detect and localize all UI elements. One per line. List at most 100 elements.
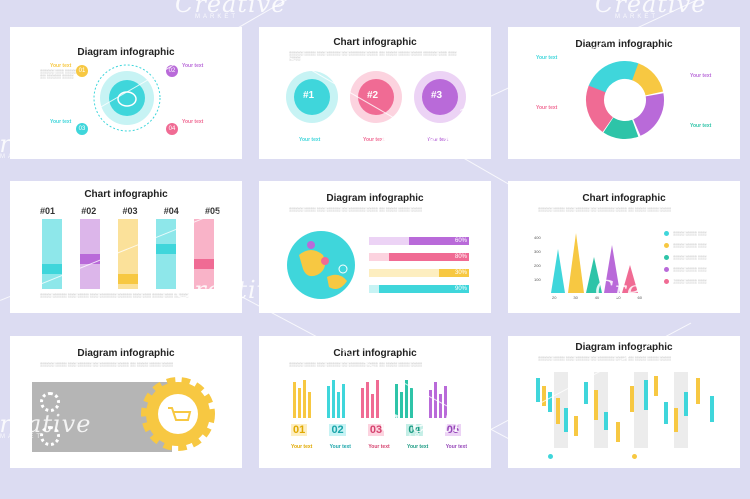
slide-title: Chart infographic	[333, 37, 417, 48]
number-row: 01 02 03 04 05	[291, 424, 461, 436]
watermark-sub: MARKET	[615, 14, 659, 20]
your-text: Your text	[445, 444, 467, 450]
badge-01: 01	[76, 65, 88, 77]
watermark-logo: Creative	[0, 130, 92, 158]
slide-5[interactable]: Diagram infographic ░░░░░ ░░░░ ░░░ ░░░░░…	[259, 181, 491, 313]
your-text: Your text	[291, 444, 313, 450]
watermark-sub: MARKET	[400, 152, 444, 158]
slide-title: Diagram infographic	[326, 193, 424, 204]
slide-title: Diagram infographic	[77, 348, 175, 359]
watermark-logo: Creative	[0, 410, 92, 438]
progress-bars: 60% 80% 30% 90%	[369, 237, 469, 293]
slide-title: Chart infographic	[582, 193, 666, 204]
x-ticks: 20 30 40 50 60	[552, 295, 642, 300]
tick: 30	[573, 295, 578, 300]
piggy-bank-circle	[93, 64, 161, 132]
num-02: 02	[329, 424, 346, 436]
bar-label-2: 80%	[454, 254, 467, 260]
slide-6[interactable]: Chart infographic ░░░░░ ░░░░ ░░░ ░░░░░ ░…	[508, 181, 740, 313]
watermark-sub: MARKET	[0, 434, 44, 440]
your-text: Your text	[536, 105, 558, 111]
badge-03: 03	[76, 123, 88, 135]
cone-chart	[551, 233, 638, 293]
gear-icon	[141, 377, 215, 451]
watermark-logo: Creative	[380, 128, 492, 156]
tick: 300	[534, 249, 541, 254]
text-block: ░░░░░ ░░░░ ░░░ ░░░░░ ░░ ░░░░░░ ░░░░ ░░ ░…	[40, 362, 173, 367]
small-gear-icon	[40, 426, 60, 446]
your-text: Your text	[329, 444, 351, 450]
tick: 50	[616, 295, 621, 300]
badge-3: #3	[431, 90, 443, 101]
tick: 400	[534, 235, 541, 240]
text-block: ░░░░░ ░░░ ░░░░ ░░ ░░░░░ ░░░░	[40, 69, 77, 79]
label-05: #05	[204, 206, 220, 216]
slide-1[interactable]: Diagram infographic ░░░░░ ░░░ ░░░░ ░░ ░░…	[10, 27, 242, 159]
label-03: #03	[122, 206, 138, 216]
text-block: ░░░░░ ░░░░ ░░░ ░░░░░ ░░ ░░░░░░ ░░░░ ░░ ░…	[289, 362, 422, 367]
text-block: ░░░░░ ░░░░ ░░░ ░░░░░ ░░ ░░░░░░ ░░░░ ░░ ░…	[289, 51, 457, 61]
legend: ░░░░ ░░░░ ░░░ ░░░░ ░░░░ ░░░ ░░░░ ░░░░ ░░…	[664, 231, 723, 284]
label-01: #01	[40, 206, 56, 216]
num-01: 01	[291, 424, 308, 436]
badge-shapes	[286, 71, 466, 123]
bar-label-3: 30%	[454, 270, 467, 276]
yourtext-1b: Your text	[50, 119, 72, 125]
tick: 200	[534, 263, 541, 268]
your-text: Your text	[299, 137, 321, 143]
globe-icon	[287, 231, 355, 299]
cylinders	[42, 219, 214, 289]
badge-2: #2	[367, 90, 379, 101]
watermark-sub: MARKET	[400, 434, 444, 440]
text-block: ░░░░ ░░░░░ ░░░ ░░░░ ░░░ ░░░░░░ ░░░░░ ░░░…	[40, 293, 189, 298]
candlestick-chart	[536, 372, 714, 448]
your-text: Your text	[690, 73, 712, 79]
label-02: #02	[81, 206, 97, 216]
slide-9[interactable]: Diagram infographic ░░░░░ ░░░░ ░░░ ░░░░░…	[508, 336, 740, 468]
slide-title: Diagram infographic	[575, 342, 673, 353]
watermark-logo: Creative	[380, 410, 492, 438]
num-05: 05	[444, 424, 461, 436]
your-text: Your text	[407, 444, 429, 450]
watermark-sub: MARKET	[0, 154, 44, 160]
watermark-logo: Creative	[595, 276, 707, 304]
badge-1: #1	[303, 90, 315, 101]
your-text: Your text	[690, 123, 712, 129]
slide-7[interactable]: Diagram infographic ░░░░░ ░░░░ ░░░ ░░░░░…	[10, 336, 242, 468]
slide-title: Diagram infographic	[77, 47, 175, 58]
slide-4[interactable]: Chart infographic #01 #02 #03 #04 #05 ░░…	[10, 181, 242, 313]
watermark-sub: MARKET	[615, 300, 659, 306]
text-block: ░░░░░ ░░░░ ░░░ ░░░░░ ░░ ░░░░░░ ░░░░ ░░ ░…	[538, 207, 671, 212]
legend-dot	[632, 454, 637, 459]
tick: 40	[594, 295, 600, 300]
yourtext-row: Your text Your text Your text Your text …	[291, 444, 467, 450]
your-text: Your text	[50, 63, 72, 69]
your-text: Your text	[368, 444, 390, 450]
small-gear-icon	[40, 392, 60, 412]
tick: 60	[637, 295, 642, 300]
slide-title: Chart infographic	[84, 189, 168, 200]
bar-label-4: 90%	[454, 286, 467, 292]
num-04: 04	[406, 424, 423, 436]
text-block: ░░░░░ ░░░░ ░░░ ░░░░░ ░░ ░░░░░░ ░░░░ ░░ ░…	[538, 356, 671, 361]
badge-04: 04	[166, 123, 178, 135]
slide-3[interactable]: Diagram infographic Your text Your text …	[508, 27, 740, 159]
yourtext-1d: Your text	[182, 119, 204, 125]
y-ticks: 400 300 200 100	[534, 231, 541, 287]
tick: 20	[552, 295, 557, 300]
legend-dot	[548, 454, 553, 459]
tick: 100	[534, 277, 541, 282]
watermark-sub: MARKET	[195, 14, 239, 20]
slide-2[interactable]: Chart infographic ░░░░░ ░░░░ ░░░ ░░░░░ ░…	[259, 27, 491, 159]
num-03: 03	[367, 424, 385, 436]
label-04: #04	[163, 206, 179, 216]
slide-8[interactable]: Chart infographic ░░░░░ ░░░░ ░░░ ░░░░░ ░…	[259, 336, 491, 468]
cylinder-labels: #01 #02 #03 #04 #05	[40, 206, 220, 216]
slide-title: Diagram infographic	[575, 39, 673, 50]
donut-chart	[586, 61, 664, 139]
bar-label-1: 60%	[454, 238, 467, 244]
your-text: Your text	[536, 55, 558, 61]
watermark-sub: MARKET	[195, 300, 239, 306]
text-block: ░░░░░ ░░░░ ░░░ ░░░░░ ░░ ░░░░░░ ░░░░ ░░ ░…	[289, 207, 422, 212]
slide-title: Chart infographic	[333, 348, 417, 359]
